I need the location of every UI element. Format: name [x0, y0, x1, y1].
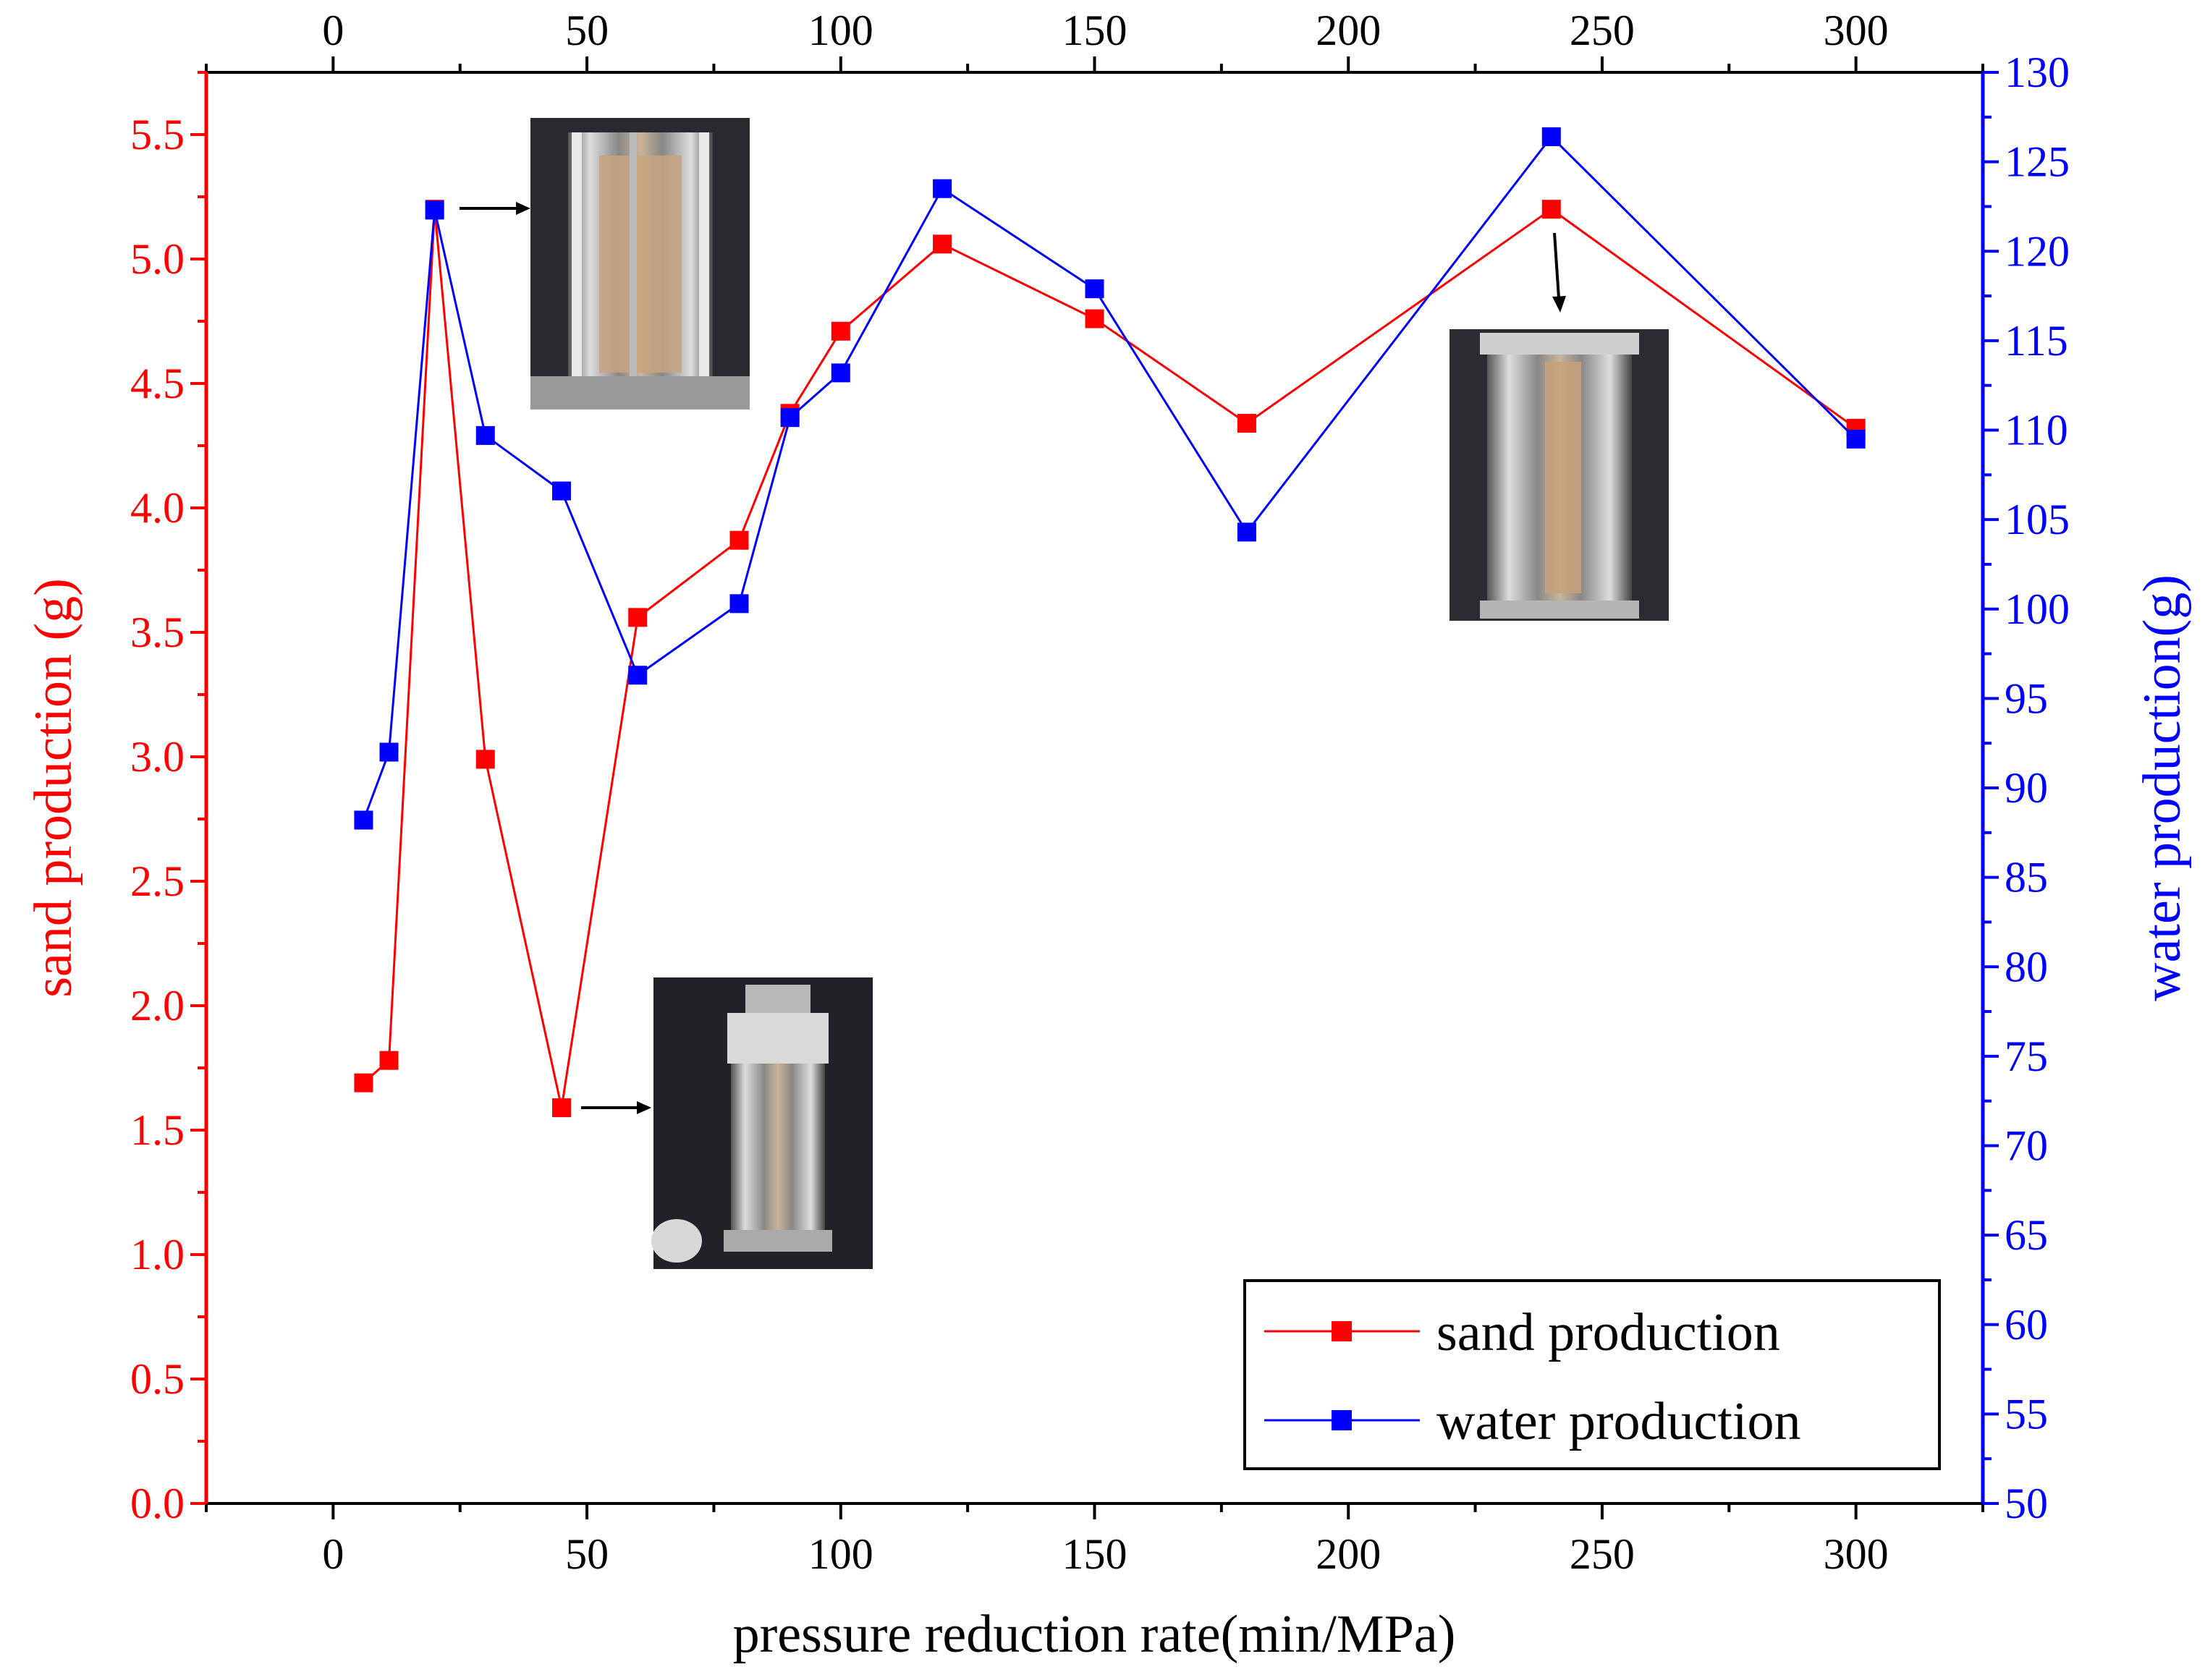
- left-tick-label-8: 4.0: [130, 484, 185, 532]
- x-tick-label-bottom-50: 50: [565, 1530, 609, 1578]
- sample-photo-3: [1449, 329, 1669, 621]
- legend-marker-water: [1332, 1410, 1352, 1430]
- right-tick-label-3: 65: [2005, 1211, 2048, 1259]
- x-tick-label-top-150: 150: [1062, 7, 1127, 54]
- right-tick-label-4: 70: [2005, 1122, 2048, 1170]
- right-tick-label-5: 75: [2005, 1032, 2048, 1080]
- water-production-point-13: [1846, 429, 1866, 449]
- x-tick-label-top-50: 50: [565, 7, 609, 54]
- sand-production-point-1: [379, 1051, 399, 1070]
- right-tick-label-11: 105: [2005, 496, 2070, 543]
- left-axis-title: sand production (g): [24, 578, 83, 998]
- right-tick-label-14: 120: [2005, 227, 2070, 275]
- x-tick-label-bottom-0: 0: [322, 1530, 344, 1578]
- sand-production-point-10: [1085, 309, 1104, 328]
- left-tick-label-2: 1.0: [130, 1231, 185, 1278]
- x-tick-label-bottom-150: 150: [1062, 1530, 1127, 1578]
- x-tick-label-bottom-250: 250: [1570, 1530, 1635, 1578]
- water-production-line: [363, 135, 1857, 821]
- series-layer: [354, 127, 1866, 1118]
- right-tick-label-6: 80: [2005, 943, 2048, 990]
- sand-production-point-11: [1237, 414, 1256, 433]
- legend: sand production water production: [1243, 1279, 1941, 1470]
- sand-production-point-5: [628, 608, 648, 627]
- annotation-arrows: [460, 202, 1566, 1114]
- sand-production-point-0: [354, 1073, 373, 1093]
- x-tick-label-top-250: 250: [1570, 7, 1635, 54]
- right-tick-label-8: 90: [2005, 764, 2048, 812]
- sand-production-point-6: [729, 530, 749, 550]
- water-production-point-10: [1085, 279, 1104, 299]
- sand-production-point-12: [1541, 200, 1561, 219]
- right-tick-label-13: 115: [2005, 317, 2068, 365]
- left-tick-label-7: 3.5: [130, 608, 185, 656]
- left-tick-label-9: 4.5: [130, 360, 185, 407]
- arrowhead-2: [637, 1101, 651, 1114]
- left-tick-label-4: 2.0: [130, 982, 185, 1030]
- legend-marker-sand: [1332, 1321, 1352, 1341]
- x-tick-label-top-300: 300: [1824, 7, 1889, 54]
- left-tick-label-1: 0.5: [130, 1355, 185, 1403]
- water-production-point-8: [831, 363, 850, 383]
- x-tick-label-top-0: 0: [322, 7, 344, 54]
- water-production-point-12: [1541, 127, 1561, 147]
- right-tick-label-0: 50: [2005, 1480, 2048, 1527]
- right-axis-title: water production(g): [2133, 574, 2192, 1001]
- legend-label-water: water production: [1436, 1392, 1800, 1451]
- right-tick-label-16: 130: [2005, 48, 2070, 96]
- water-production-point-1: [379, 742, 399, 762]
- arrow-line-3: [1553, 232, 1560, 299]
- legend-label-sand: sand production: [1436, 1303, 1780, 1362]
- x-tick-label-bottom-200: 200: [1316, 1530, 1381, 1578]
- water-production-point-0: [354, 810, 373, 830]
- water-production-point-9: [933, 179, 952, 198]
- sample-photo-1: [530, 118, 750, 410]
- left-axis-ticks: 0.0 0.5 1.0 1.5 2.0 2.5 3.0 3.5 4.0 4.5 5.0 5.5: [130, 71, 206, 1527]
- right-tick-label-2: 60: [2005, 1301, 2048, 1349]
- water-production-point-2: [425, 200, 444, 220]
- water-production-point-4: [552, 481, 571, 501]
- arrowhead-1: [516, 202, 530, 215]
- sand-production-point-9: [933, 234, 952, 254]
- legend-box: [1243, 1279, 1941, 1470]
- left-tick-label-6: 3.0: [130, 733, 185, 781]
- water-production-point-6: [729, 594, 749, 614]
- right-tick-label-12: 110: [2005, 407, 2068, 454]
- water-production-point-7: [780, 408, 800, 428]
- sand-production-point-3: [475, 750, 495, 769]
- arrowhead-3: [1552, 296, 1566, 313]
- right-tick-label-10: 100: [2005, 585, 2070, 633]
- water-production-point-11: [1237, 522, 1256, 542]
- left-tick-label-5: 2.5: [130, 857, 185, 905]
- right-tick-label-15: 125: [2005, 138, 2070, 186]
- water-production-point-5: [628, 666, 648, 685]
- x-tick-label-top-100: 100: [808, 7, 873, 54]
- x-tick-label-top-200: 200: [1316, 7, 1381, 54]
- x-tick-label-bottom-300: 300: [1824, 1530, 1889, 1578]
- x-axis-title: pressure reduction rate(min/MPa): [733, 1605, 1456, 1664]
- right-axis-ticks: 50 55 60 65 70 75 80 85 90 95 100 105 110 115 120 125 13…: [1983, 48, 2070, 1527]
- left-tick-label-10: 5.0: [130, 235, 185, 283]
- x-tick-label-bottom-100: 100: [808, 1530, 873, 1578]
- sand-production-line: [363, 208, 1857, 1108]
- water-production-point-3: [475, 425, 495, 445]
- sand-production-point-8: [831, 321, 850, 341]
- right-tick-label-7: 85: [2005, 854, 2048, 901]
- left-tick-label-3: 1.5: [130, 1106, 185, 1154]
- left-tick-label-11: 5.5: [130, 111, 185, 158]
- sample-photo-2: [651, 977, 873, 1269]
- left-tick-label-0: 0.0: [130, 1480, 185, 1527]
- right-tick-label-9: 95: [2005, 674, 2048, 722]
- sand-production-point-4: [552, 1098, 571, 1118]
- x-axis-ticks: 0 0 50 50 100 100 150 150 200 200 250 250 300 300: [205, 7, 1984, 1578]
- right-tick-label-1: 55: [2005, 1390, 2048, 1438]
